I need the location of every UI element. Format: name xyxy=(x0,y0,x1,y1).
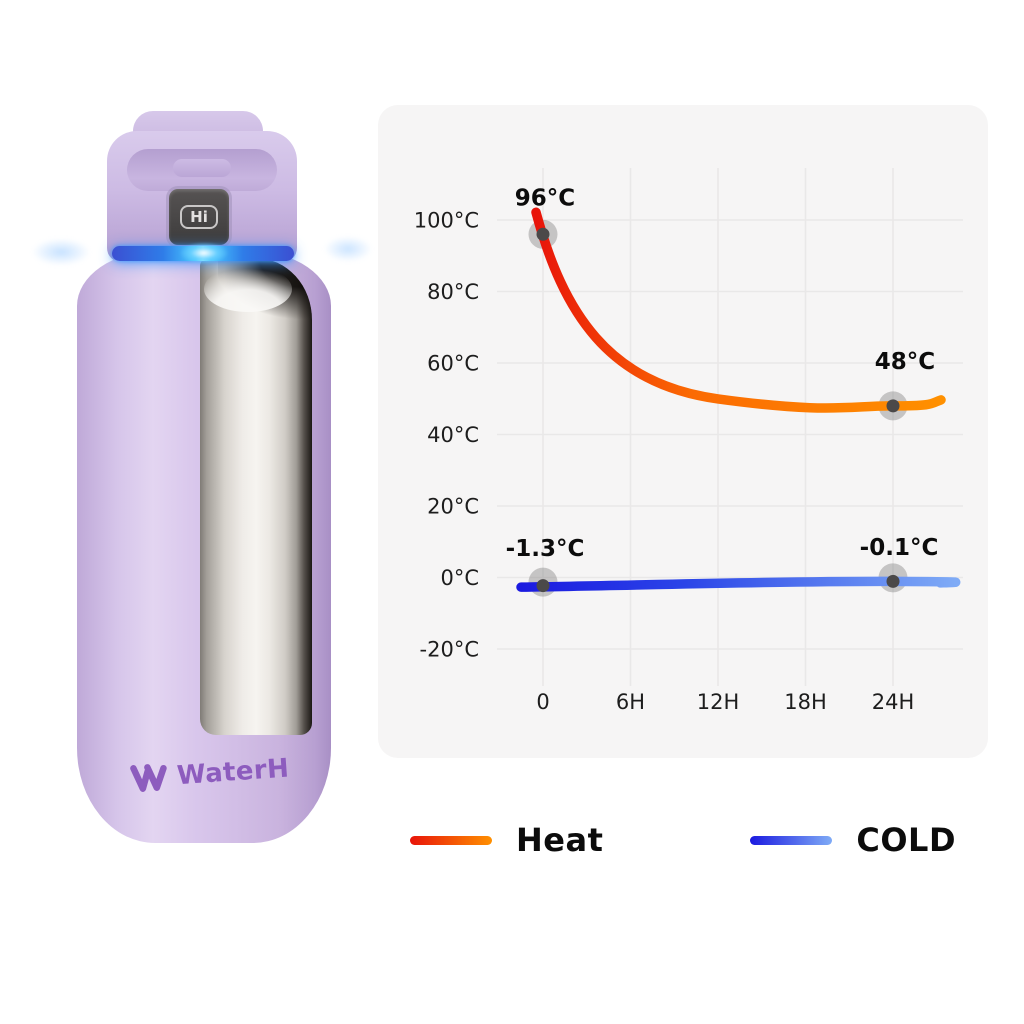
cold-legend-label: COLD xyxy=(856,821,956,859)
y-tick-label: -20°C xyxy=(420,638,479,662)
lid-tab xyxy=(173,159,231,177)
led-glow-flare xyxy=(172,239,236,267)
brand-name: WaterH xyxy=(176,753,291,792)
temperature-chart-panel: -20°C 0°C 20°C 40°C 60°C 80°C 100°C 0 6H 12H 18H 24… xyxy=(378,105,988,758)
y-tick-label: 20°C xyxy=(427,495,479,519)
x-tick-label: 24H xyxy=(872,690,915,714)
steel-cutaway xyxy=(200,258,312,735)
heat-line xyxy=(531,207,946,413)
x-tick-label: 18H xyxy=(784,690,827,714)
legend-item-cold: COLD xyxy=(750,821,956,859)
data-point-label: 48°C xyxy=(875,349,935,375)
bottle-body xyxy=(77,251,331,843)
x-tick-label: 0 xyxy=(536,690,549,714)
data-point xyxy=(886,574,900,588)
chart-legend: Heat COLD xyxy=(378,818,988,862)
data-point-label: 96°C xyxy=(515,185,575,211)
y-tick-label: 0°C xyxy=(440,566,479,590)
x-tick-label: 6H xyxy=(616,690,645,714)
data-point xyxy=(536,579,550,593)
cold-line-swatch xyxy=(750,835,833,845)
smart-display-screen: Hi xyxy=(169,189,229,245)
data-point-label: -0.1°C xyxy=(860,535,939,561)
blue-glow-right xyxy=(316,232,380,266)
data-point xyxy=(536,227,550,241)
y-tick-label: 60°C xyxy=(427,352,479,376)
x-tick-label: 12H xyxy=(697,690,740,714)
heat-line-swatch xyxy=(410,835,492,845)
cold-line xyxy=(516,576,961,592)
data-point xyxy=(886,399,900,413)
brand-logo: WaterH xyxy=(129,752,290,795)
y-tick-label: 40°C xyxy=(427,423,479,447)
data-point-label: -1.3°C xyxy=(506,536,585,562)
inner-flask-dome-highlight xyxy=(204,266,292,312)
heat-legend-label: Heat xyxy=(516,821,604,859)
y-tick-label: 80°C xyxy=(427,280,479,304)
blue-glow-left xyxy=(22,234,100,270)
temperature-chart: -20°C 0°C 20°C 40°C 60°C 80°C 100°C 0 6H 12H 18H 24… xyxy=(414,168,963,714)
legend-item-heat: Heat xyxy=(410,821,603,859)
waterh-logo-icon xyxy=(130,764,167,792)
y-tick-label: 100°C xyxy=(414,209,479,233)
screen-hi-text: Hi xyxy=(180,205,218,229)
